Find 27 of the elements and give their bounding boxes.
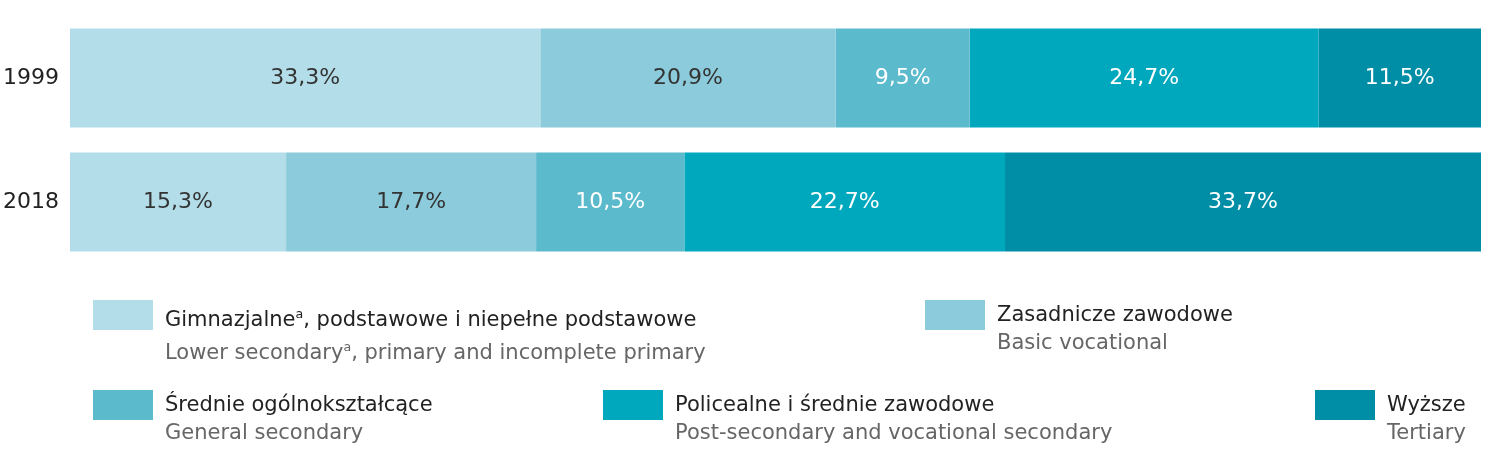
legend-label: Zasadnicze zawodowe Basic vocational — [997, 301, 1233, 356]
legend-label: Gimnazjalne$^{a}$, podstawowe i niepełne podstawowe Lower secondary$^{a}$, primary and incomplete primary — [165, 305, 706, 366]
bar — [969, 28, 1319, 128]
y-tick-label: 2018 — [2, 187, 59, 213]
bar — [536, 152, 685, 252]
data-label: 33,3% — [270, 63, 341, 89]
bar — [1318, 28, 1481, 128]
legend-label: Średnie ogólnokształcące General secondary — [165, 390, 433, 446]
data-label: 22,7% — [809, 187, 880, 213]
bar — [286, 152, 537, 252]
bar — [69, 28, 541, 128]
data-label: 20,9% — [652, 63, 723, 89]
legend-label: Wyższe Tertiary — [1387, 391, 1466, 446]
bar — [684, 152, 1006, 252]
data-label: 9,5% — [874, 63, 931, 89]
data-label: 15,3% — [143, 187, 213, 213]
bar — [1005, 152, 1481, 252]
legend-label: Policealne i średnie zawodowe Post-secondary and vocational secondary — [675, 391, 1113, 446]
data-label: 11,5% — [1364, 63, 1435, 89]
data-label: 24,7% — [1109, 63, 1180, 89]
bar — [835, 28, 970, 128]
y-tick-label: 1999 — [2, 63, 59, 89]
bar — [540, 28, 836, 128]
bar — [69, 152, 287, 252]
data-label: 10,5% — [575, 187, 646, 213]
data-label: 17,7% — [376, 187, 447, 213]
data-label: 33,7% — [1208, 187, 1278, 213]
